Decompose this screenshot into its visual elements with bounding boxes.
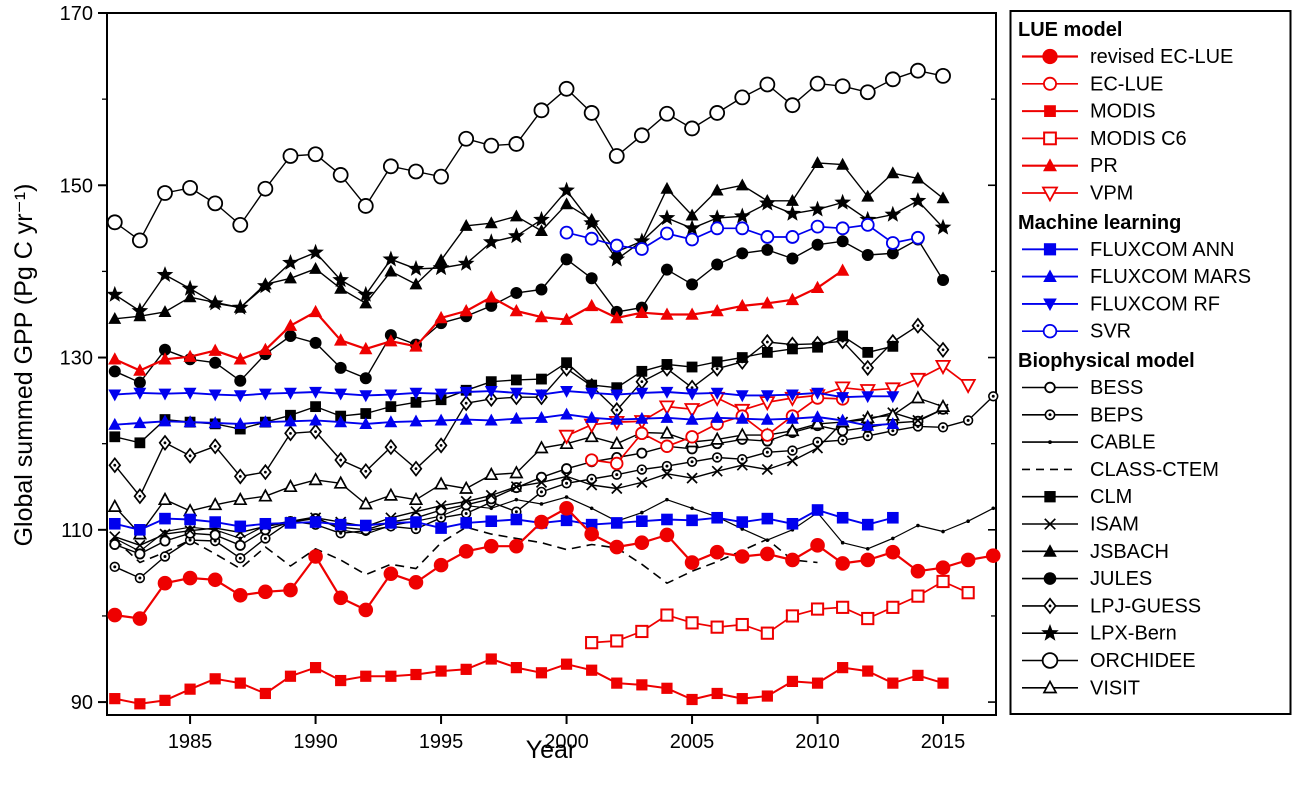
legend-item-fluxcom-mars: FLUXCOM MARS xyxy=(1022,266,1251,288)
series-class-ctem xyxy=(114,526,818,584)
legend-item-label: LPJ-GUESS xyxy=(1090,595,1201,617)
legend-item-isam: ISAM xyxy=(1022,514,1139,536)
x-tick-label: 1995 xyxy=(419,731,464,753)
y-tick-label: 90 xyxy=(71,692,93,714)
legend-item-pr: PR xyxy=(1022,155,1118,177)
legend-item-label: ISAM xyxy=(1090,514,1139,536)
legend-item-modis: MODIS xyxy=(1022,101,1156,123)
x-tick-label: 1990 xyxy=(293,731,338,753)
y-tick-label: 170 xyxy=(60,3,93,25)
series-revised-ec-lue xyxy=(107,500,1001,626)
legend-item-label: CABLE xyxy=(1090,432,1156,454)
legend-group-title-machine-learning: Machine learning xyxy=(1018,212,1181,234)
legend-item-bess: BESS xyxy=(1022,377,1143,399)
legend-item-label: BEPS xyxy=(1090,404,1143,426)
legend-item-beps: BEPS xyxy=(1022,404,1143,426)
x-axis-title: Year xyxy=(525,736,577,764)
series-jsbach xyxy=(108,156,950,324)
x-tick-label: 2000 xyxy=(544,731,589,753)
legend-item-clm: CLM xyxy=(1022,486,1132,508)
legend-item-orchidee: ORCHIDEE xyxy=(1022,650,1196,672)
legend-item-label: BESS xyxy=(1090,377,1143,399)
x-tick-label: 2005 xyxy=(670,731,715,753)
legend-box xyxy=(1009,10,1292,715)
legend-item-label: PR xyxy=(1090,155,1118,177)
legend-item-label: FLUXCOM MARS xyxy=(1090,266,1251,288)
plot-border xyxy=(106,12,997,716)
legend-item-lpx-bern: LPX-Bern xyxy=(1022,623,1177,645)
legend-item-label: VPM xyxy=(1090,183,1133,205)
legend-item-label: EC-LUE xyxy=(1090,73,1163,95)
legend-item-label: revised EC-LUE xyxy=(1090,46,1233,68)
series-svr xyxy=(559,217,925,256)
legend-item-label: JSBACH xyxy=(1090,541,1169,563)
series-fluxcom-mars xyxy=(108,407,900,431)
y-tick-label: 110 xyxy=(61,520,93,542)
legend-group-title-lue-model: LUE model xyxy=(1018,19,1122,41)
legend-item-visit: VISIT xyxy=(1022,677,1140,699)
legend-item-fluxcom-ann: FLUXCOM ANN xyxy=(1022,239,1234,261)
legend-item-jsbach: JSBACH xyxy=(1022,541,1169,563)
series-modis-c6 xyxy=(585,574,975,650)
legend: LUE model revised EC-LUE EC-LUE MODIS MODIS … xyxy=(1009,10,1292,715)
legend-item-jules: JULES xyxy=(1022,568,1152,590)
legend-item-modis-c6: MODIS C6 xyxy=(1022,128,1187,150)
y-tick-label: 150 xyxy=(60,175,93,197)
x-tick-label: 1985 xyxy=(168,731,213,753)
series-fluxcom-rf xyxy=(108,386,900,404)
y-tick-label: 130 xyxy=(60,348,93,370)
legend-item-vpm: VPM xyxy=(1022,183,1133,205)
legend-item-label: CLASS-CTEM xyxy=(1090,459,1219,481)
legend-item-lpj-guess: LPJ-GUESS xyxy=(1022,595,1201,617)
legend-item-label: ORCHIDEE xyxy=(1090,650,1196,672)
series-orchidee xyxy=(106,62,951,249)
legend-item-label: VISIT xyxy=(1090,677,1140,699)
legend-item-label: LPX-Bern xyxy=(1090,623,1177,645)
series-lpx-bern xyxy=(106,181,952,319)
series-modis xyxy=(109,653,949,710)
x-tick-label: 2015 xyxy=(921,731,966,753)
legend-item-label: MODIS xyxy=(1090,101,1156,123)
legend-item-label: FLUXCOM RF xyxy=(1090,293,1220,315)
legend-item-label: FLUXCOM ANN xyxy=(1090,239,1234,261)
series-pr xyxy=(108,263,850,376)
legend-item-revised-ec-lue: revised EC-LUE xyxy=(1022,46,1233,68)
series-clm xyxy=(109,330,899,449)
legend-item-label: CLM xyxy=(1090,486,1132,508)
legend-item-class-ctem: CLASS-CTEM xyxy=(1022,459,1219,481)
legend-group-title-biophysical-model: Biophysical model xyxy=(1018,350,1195,372)
legend-item-cable: CABLE xyxy=(1022,432,1156,454)
x-tick-label: 2010 xyxy=(795,731,840,753)
legend-item-label: JULES xyxy=(1090,568,1152,590)
y-axis-title: Global summed GPP (Pg C yr⁻¹) xyxy=(10,183,38,547)
axes: 90 110 130 150 170 1985 1990 1995 2000 2005 2010 20… xyxy=(60,3,996,753)
series-visit xyxy=(107,390,951,540)
legend-item-ec-lue: EC-LUE xyxy=(1022,73,1163,95)
legend-item-label: MODIS C6 xyxy=(1090,128,1187,150)
legend-item-svr: SVR xyxy=(1022,321,1131,343)
series-fluxcom-ann xyxy=(108,504,899,536)
legend-item-label: SVR xyxy=(1090,321,1131,343)
legend-item-fluxcom-rf: FLUXCOM RF xyxy=(1022,293,1220,315)
